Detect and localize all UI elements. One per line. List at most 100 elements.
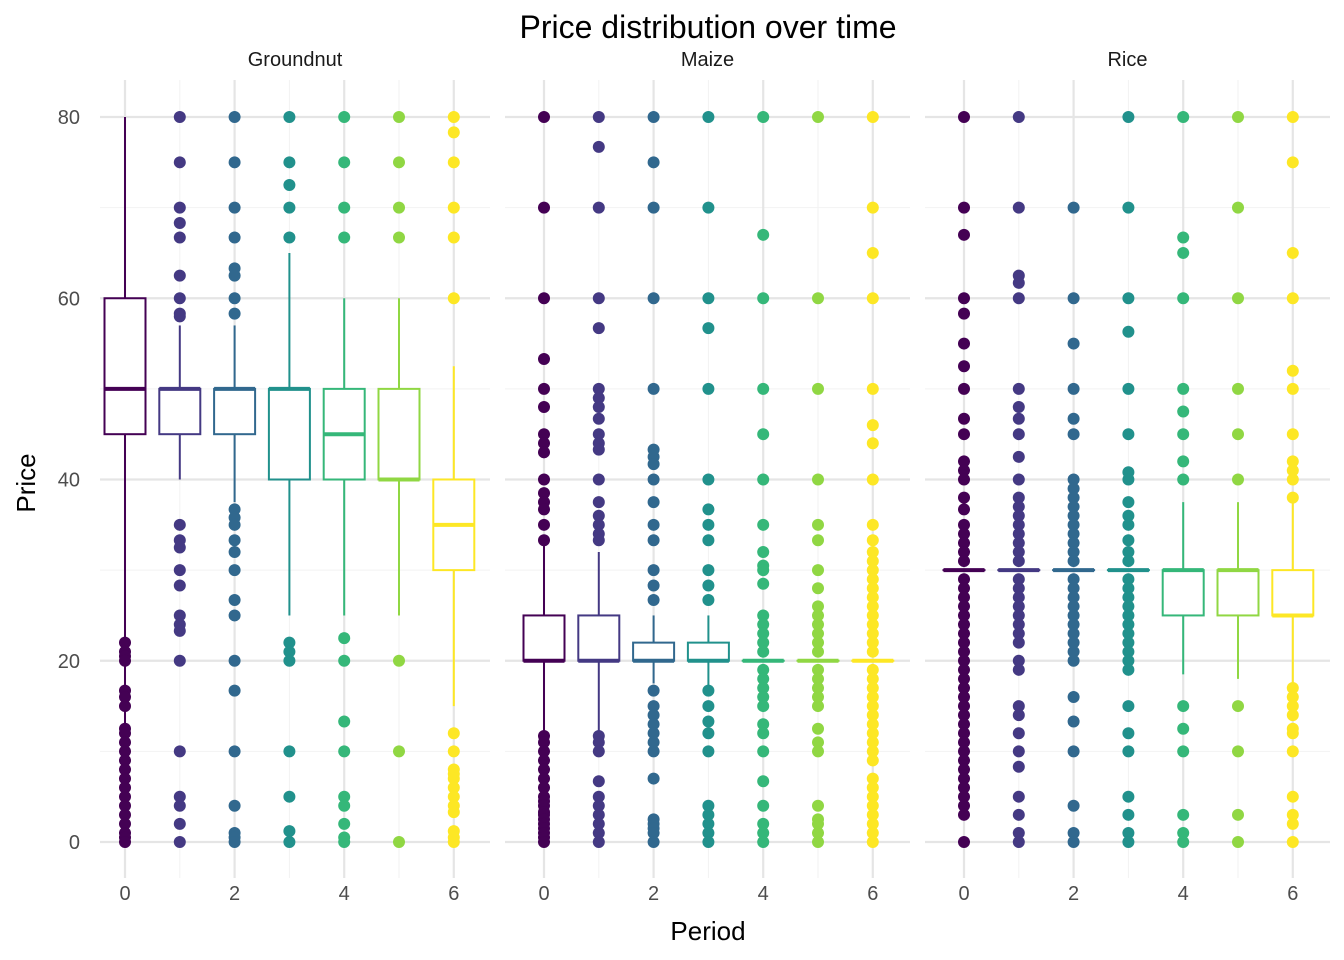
- outlier-point: [173, 624, 186, 637]
- facet-strip-label: Maize: [681, 49, 734, 71]
- outlier-point: [958, 228, 970, 241]
- outlier-point: [393, 111, 405, 123]
- outlier-point: [757, 609, 770, 622]
- outlier-point: [228, 292, 241, 305]
- outlier-point: [1122, 636, 1135, 649]
- outlier-point: [1067, 428, 1080, 441]
- outlier-point: [866, 636, 879, 649]
- outlier-point: [958, 360, 970, 373]
- outlier-point: [592, 391, 605, 404]
- outlier-point: [592, 473, 605, 486]
- outlier-point: [866, 663, 879, 676]
- outlier-point: [1177, 111, 1190, 123]
- outlier-point: [647, 594, 660, 607]
- outlier-point: [812, 600, 824, 613]
- outlier-point: [757, 700, 770, 713]
- outlier-point: [119, 745, 131, 758]
- outlier-point: [958, 527, 970, 540]
- outlier-point: [702, 826, 715, 839]
- outlier-point: [958, 772, 970, 785]
- outlier-point: [1122, 790, 1135, 803]
- outlier-point: [283, 745, 296, 758]
- outlier-point: [812, 627, 824, 640]
- outlier-point: [1122, 654, 1135, 667]
- outlier-point: [1177, 455, 1190, 468]
- outlier-point: [702, 292, 715, 305]
- y-axis-label: Price: [11, 453, 41, 512]
- outlier-point: [338, 111, 351, 123]
- outlier-point: [958, 591, 970, 604]
- outlier-point: [958, 536, 970, 549]
- outlier-point: [173, 292, 186, 305]
- outlier-point: [338, 715, 351, 728]
- outlier-point: [1122, 645, 1135, 658]
- outlier-point: [283, 201, 296, 214]
- outlier-point: [173, 579, 186, 592]
- outlier-point: [283, 111, 296, 123]
- outlier-point: [538, 473, 550, 486]
- box-iqr: [522, 614, 566, 662]
- outlier-point: [757, 745, 770, 758]
- outlier-point: [119, 727, 131, 740]
- outlier-point: [647, 709, 660, 722]
- outlier-point: [958, 681, 970, 694]
- outlier-point: [1122, 727, 1135, 740]
- outlier-point: [283, 825, 296, 838]
- outlier-point: [866, 582, 879, 595]
- outlier-point: [447, 790, 460, 803]
- outlier-point: [592, 775, 605, 788]
- outlier-point: [1012, 709, 1025, 722]
- outlier-point: [702, 700, 715, 713]
- outlier-point: [866, 691, 879, 703]
- outlier-point: [647, 458, 660, 471]
- outlier-point: [812, 663, 824, 676]
- outlier-point: [958, 754, 970, 767]
- outlier-point: [1012, 700, 1025, 713]
- outlier-point: [283, 836, 296, 848]
- outlier-point: [228, 269, 241, 282]
- outlier-point: [338, 632, 351, 645]
- outlier-point: [757, 428, 770, 441]
- box-period-2: [632, 111, 676, 848]
- outlier-point: [866, 681, 879, 694]
- outlier-point: [1177, 745, 1190, 758]
- outlier-point: [757, 564, 770, 577]
- outlier-point: [1012, 111, 1025, 123]
- outlier-point: [1012, 836, 1025, 848]
- outlier-point: [866, 246, 879, 259]
- outlier-point: [1012, 518, 1025, 531]
- outlier-point: [958, 618, 970, 631]
- outlier-point: [1067, 555, 1080, 568]
- outlier-point: [866, 781, 879, 794]
- outlier-point: [958, 627, 970, 640]
- outlier-point: [1122, 473, 1135, 486]
- outlier-point: [958, 491, 970, 504]
- outlier-point: [958, 609, 970, 622]
- outlier-point: [647, 111, 660, 123]
- outlier-point: [702, 503, 715, 516]
- outlier-point: [647, 382, 660, 395]
- outlier-point: [538, 487, 550, 500]
- outlier-point: [958, 672, 970, 685]
- outlier-point: [1012, 573, 1025, 586]
- outlier-point: [228, 594, 241, 607]
- outlier-point: [447, 111, 460, 123]
- outlier-point: [866, 473, 879, 486]
- outlier-point: [228, 799, 241, 812]
- outlier-point: [1012, 491, 1025, 504]
- facet-maize: Maize 0 2 4 6: [505, 49, 910, 905]
- outlier-point: [592, 443, 605, 456]
- outlier-point: [393, 231, 405, 244]
- outlier-point: [1232, 473, 1244, 486]
- outlier-point: [702, 382, 715, 395]
- outlier-point: [958, 503, 970, 516]
- outlier-point: [702, 799, 715, 812]
- outlier-point: [173, 817, 186, 830]
- box-period-1: [997, 111, 1041, 848]
- outlier-point: [338, 799, 351, 812]
- outlier-point: [866, 546, 879, 558]
- outlier-point: [866, 518, 879, 531]
- outlier-point: [702, 534, 715, 547]
- outlier-point: [958, 745, 970, 758]
- outlier-point: [1012, 790, 1025, 803]
